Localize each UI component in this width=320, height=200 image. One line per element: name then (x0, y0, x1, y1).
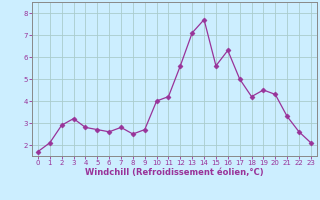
X-axis label: Windchill (Refroidissement éolien,°C): Windchill (Refroidissement éolien,°C) (85, 168, 264, 177)
